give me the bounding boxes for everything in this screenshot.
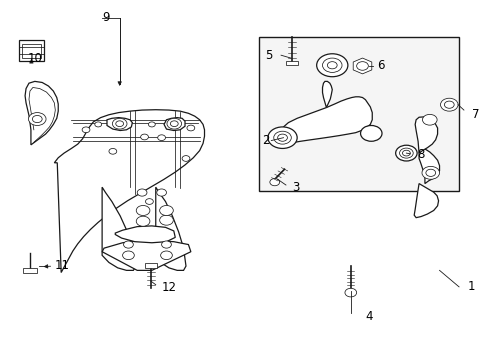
- Text: 2: 2: [262, 134, 269, 147]
- Circle shape: [161, 241, 171, 248]
- Polygon shape: [102, 187, 136, 270]
- Polygon shape: [156, 187, 185, 270]
- FancyBboxPatch shape: [145, 263, 157, 267]
- Polygon shape: [163, 118, 184, 131]
- Polygon shape: [413, 184, 438, 218]
- Circle shape: [148, 122, 155, 127]
- Polygon shape: [414, 117, 437, 153]
- Circle shape: [123, 241, 133, 248]
- Circle shape: [122, 251, 134, 260]
- Circle shape: [277, 134, 287, 141]
- Circle shape: [82, 127, 90, 133]
- Circle shape: [136, 206, 150, 216]
- Circle shape: [316, 54, 347, 77]
- Text: 7: 7: [471, 108, 478, 121]
- Circle shape: [145, 199, 153, 204]
- Polygon shape: [322, 81, 331, 108]
- Text: 8: 8: [416, 148, 424, 161]
- Circle shape: [356, 62, 367, 70]
- Circle shape: [159, 215, 173, 225]
- Circle shape: [269, 179, 279, 186]
- FancyBboxPatch shape: [286, 61, 298, 65]
- Circle shape: [360, 126, 381, 141]
- Polygon shape: [54, 110, 204, 273]
- Circle shape: [141, 134, 148, 140]
- Circle shape: [28, 113, 46, 126]
- Circle shape: [395, 145, 416, 161]
- Circle shape: [440, 98, 457, 111]
- Circle shape: [267, 127, 297, 148]
- Circle shape: [186, 125, 194, 131]
- Polygon shape: [418, 148, 439, 184]
- Circle shape: [421, 166, 439, 179]
- Circle shape: [95, 122, 102, 127]
- Polygon shape: [281, 97, 371, 148]
- Circle shape: [402, 150, 409, 156]
- Circle shape: [425, 169, 435, 176]
- Circle shape: [158, 135, 165, 140]
- Polygon shape: [25, 81, 58, 145]
- Circle shape: [444, 101, 453, 108]
- Circle shape: [137, 189, 147, 196]
- Circle shape: [182, 156, 189, 161]
- Text: 5: 5: [265, 49, 272, 62]
- Polygon shape: [102, 241, 190, 270]
- Text: 1: 1: [467, 280, 474, 293]
- Text: 9: 9: [102, 12, 109, 24]
- Circle shape: [157, 189, 166, 196]
- Polygon shape: [107, 118, 132, 131]
- Circle shape: [160, 251, 172, 260]
- Circle shape: [136, 216, 150, 226]
- Text: 11: 11: [54, 259, 69, 272]
- Text: 4: 4: [365, 310, 372, 323]
- Text: 3: 3: [292, 181, 299, 194]
- Circle shape: [422, 114, 436, 125]
- Text: 10: 10: [27, 51, 42, 64]
- Circle shape: [322, 58, 341, 72]
- Circle shape: [344, 288, 356, 297]
- Circle shape: [166, 118, 181, 129]
- Circle shape: [327, 62, 336, 69]
- Circle shape: [159, 206, 173, 216]
- Circle shape: [109, 148, 117, 154]
- Circle shape: [273, 131, 291, 144]
- FancyBboxPatch shape: [259, 37, 458, 191]
- Polygon shape: [115, 226, 175, 243]
- Circle shape: [399, 148, 412, 158]
- FancyBboxPatch shape: [19, 40, 43, 61]
- Circle shape: [170, 121, 178, 127]
- FancyBboxPatch shape: [21, 44, 41, 58]
- Text: 6: 6: [376, 59, 384, 72]
- Circle shape: [32, 116, 42, 123]
- Circle shape: [112, 118, 127, 129]
- Circle shape: [116, 121, 123, 127]
- FancyBboxPatch shape: [22, 268, 37, 273]
- Text: 12: 12: [161, 281, 176, 294]
